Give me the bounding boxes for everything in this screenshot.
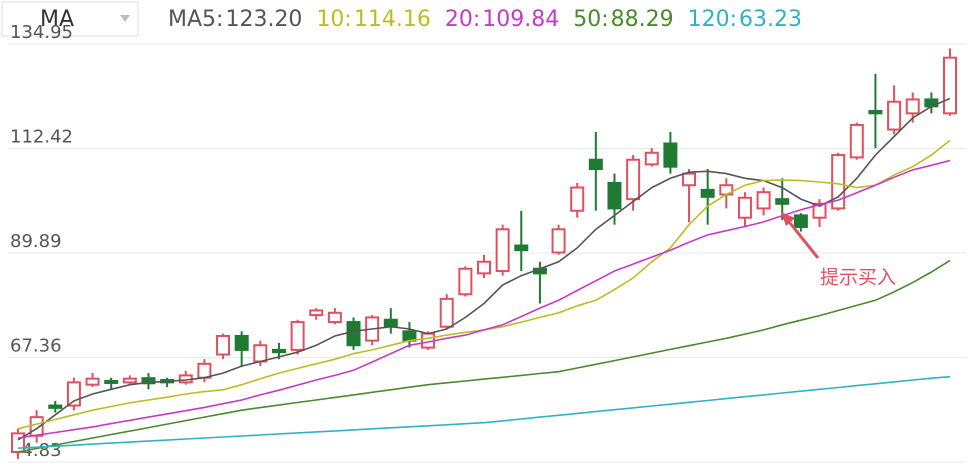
candle-body [477,260,491,275]
legend-name: 50: [573,7,608,32]
candle-body [607,181,622,210]
legend-value: 123.20 [225,7,302,32]
candle-body [216,334,231,356]
y-tick-label: 67.36 [10,336,62,357]
indicator-select[interactable] [1,1,139,37]
candle-body [495,228,510,273]
candle-body [327,311,342,324]
candle-body [588,158,603,171]
candle-body [663,142,678,168]
legend-name: 20: [445,7,480,32]
y-tick-label: 89.89 [10,231,62,252]
candle-body [887,100,902,131]
ma-line [17,259,951,453]
candle-body [66,381,81,407]
ma-line [17,97,951,441]
candle-body [793,214,808,228]
ma-line [17,139,951,430]
candle-body [85,377,100,386]
candle-body [458,267,473,296]
candle-body [868,110,883,115]
candle-body [700,188,715,198]
candle-body [309,309,324,317]
candle-body [682,172,697,187]
y-tick-label: 112.42 [10,127,73,148]
candle-body [383,318,398,328]
candle-body [104,379,119,384]
legend-value: 88.29 [611,7,674,32]
candle-body [756,191,771,210]
indicator-label: MA [40,7,74,32]
candle-body [831,154,846,210]
legend-name: MA5: [168,7,223,32]
candle-body [141,377,156,385]
candle-body [775,198,790,205]
candle-body [271,348,286,354]
candle-body [626,158,641,201]
candle-body [439,297,454,328]
candle-body [253,344,268,363]
candle-body [644,151,659,166]
y-tick-label: 134.95 [10,22,73,43]
ma-line [17,159,951,439]
candle-body [551,228,566,254]
candle-body [122,377,137,384]
annotation-arrowhead [781,212,795,226]
candle-body [943,56,957,115]
candle-body [570,186,585,212]
legend-value: 114.16 [354,7,431,32]
legend-value: 109.84 [482,7,559,32]
legend-value: 63.23 [739,7,802,32]
legend-name: 10: [316,7,351,32]
candle-body [346,321,361,347]
candle-body [812,202,827,219]
candle-body [402,330,417,342]
candle-body [197,362,212,379]
candle-body [514,244,529,252]
candle-body [905,98,920,115]
ma-line [17,375,951,449]
candle-body [11,432,25,453]
candle-body [290,321,305,351]
dropdown-arrow [120,15,130,22]
annotation-arrow [784,217,820,259]
annotation: 提示买入 [820,267,896,289]
candle-body [48,404,63,409]
candle-body [737,196,752,219]
candle-body [849,123,864,159]
candle-body [234,334,249,351]
legend: MA5: 123.20 10: 114.16 20: 109.84 50: 88.29 120:… [168,7,802,32]
legend-name: 120: [688,7,737,32]
